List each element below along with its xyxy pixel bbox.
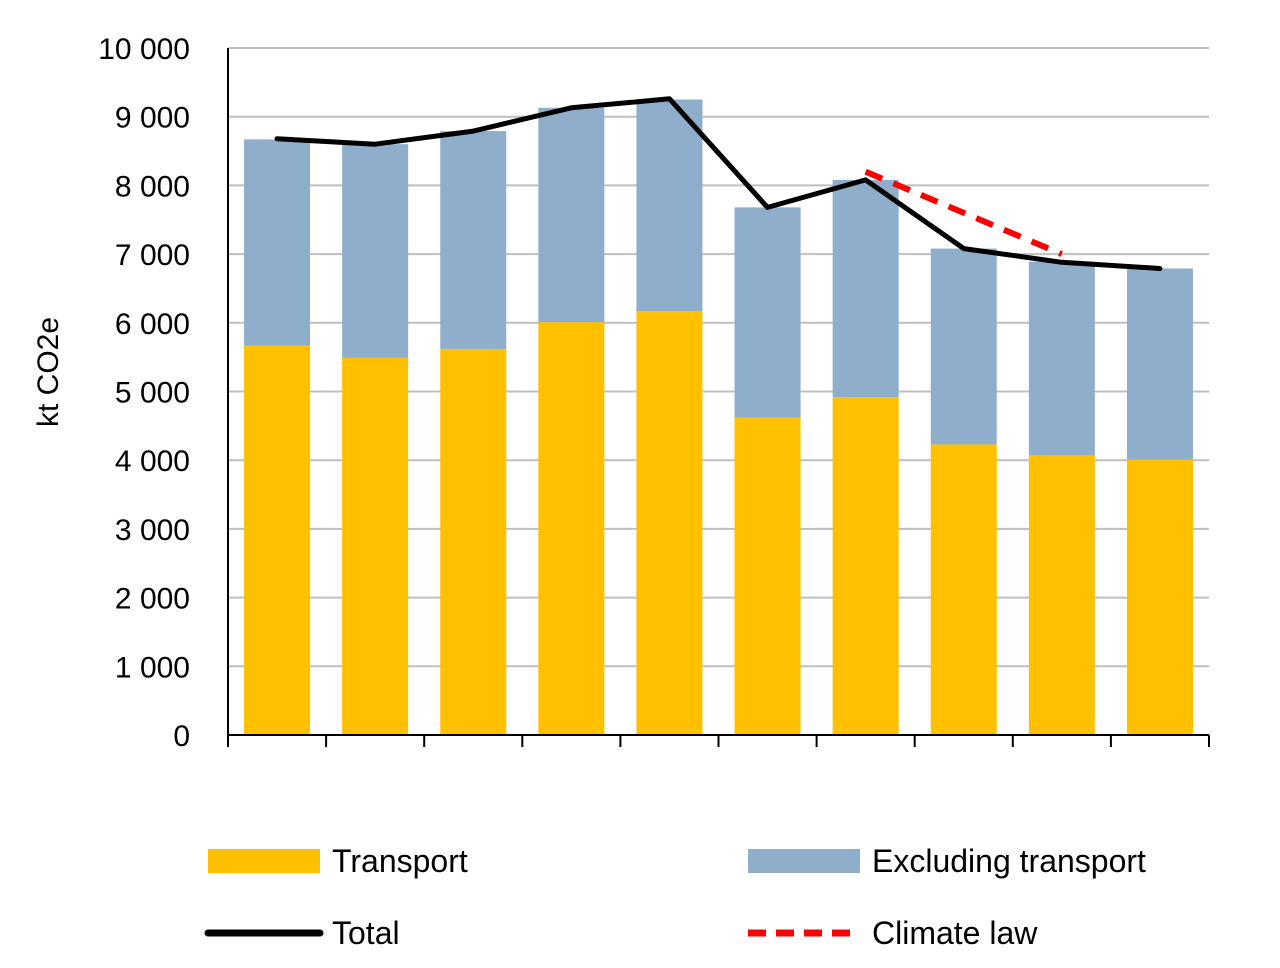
y-tick-label: 0 bbox=[173, 720, 190, 753]
y-tick-label: 6 000 bbox=[115, 308, 190, 341]
y-tick-label: 7 000 bbox=[115, 239, 190, 272]
bar-transport bbox=[1126, 459, 1193, 735]
y-tick-label: 1 000 bbox=[115, 651, 190, 684]
bar-excluding-transport bbox=[832, 179, 899, 397]
legend-swatch bbox=[748, 849, 860, 873]
lines bbox=[274, 96, 1163, 271]
bar-excluding-transport bbox=[538, 107, 605, 323]
bar-transport bbox=[734, 417, 801, 735]
bar-excluding-transport bbox=[734, 207, 801, 418]
y-tick-label: 4 000 bbox=[115, 445, 190, 478]
legend-item: Climate law bbox=[748, 915, 1038, 951]
line-climate-law bbox=[864, 168, 1063, 257]
y-tick-label: 10 000 bbox=[98, 33, 190, 66]
bar-excluding-transport bbox=[930, 248, 997, 445]
bar-excluding-transport bbox=[244, 139, 311, 346]
legend-item: Total bbox=[204, 915, 400, 951]
y-tick-labels: 0 1 000 2 000 3 000 4 000 5 000 6 000 7 000 8 00… bbox=[98, 33, 190, 753]
bar-excluding-transport bbox=[342, 144, 409, 358]
bar-transport bbox=[538, 322, 605, 735]
bars bbox=[244, 99, 1193, 735]
bar-transport bbox=[440, 348, 507, 735]
y-tick-label: 2 000 bbox=[115, 583, 190, 616]
legend-label: Climate law bbox=[872, 915, 1038, 951]
bar-transport bbox=[832, 396, 899, 735]
legend: Transport Excluding transport Total Climate… bbox=[204, 843, 1146, 951]
legend-swatch bbox=[208, 849, 320, 873]
bar-excluding-transport bbox=[440, 131, 507, 349]
bar-transport bbox=[1028, 455, 1095, 735]
bar-transport bbox=[342, 357, 409, 735]
y-tick-label: 5 000 bbox=[115, 377, 190, 410]
bar-excluding-transport bbox=[1028, 261, 1095, 456]
bar-excluding-transport bbox=[636, 99, 703, 312]
y-axis-title: kt CO2e bbox=[32, 317, 65, 427]
y-tick-label: 8 000 bbox=[115, 170, 190, 203]
legend-label: Excluding transport bbox=[872, 843, 1146, 879]
bar-transport bbox=[244, 345, 311, 735]
bar-excluding-transport bbox=[1126, 268, 1193, 460]
y-tick-label: 3 000 bbox=[115, 514, 190, 547]
legend-item: Excluding transport bbox=[748, 843, 1146, 879]
bar-transport bbox=[636, 311, 703, 735]
legend-label: Transport bbox=[332, 843, 468, 879]
legend-label: Total bbox=[332, 915, 400, 951]
bar-transport bbox=[930, 444, 997, 735]
axes bbox=[227, 48, 1210, 747]
legend-item: Transport bbox=[208, 843, 468, 879]
line-total bbox=[274, 96, 1163, 271]
y-tick-label: 9 000 bbox=[115, 102, 190, 135]
